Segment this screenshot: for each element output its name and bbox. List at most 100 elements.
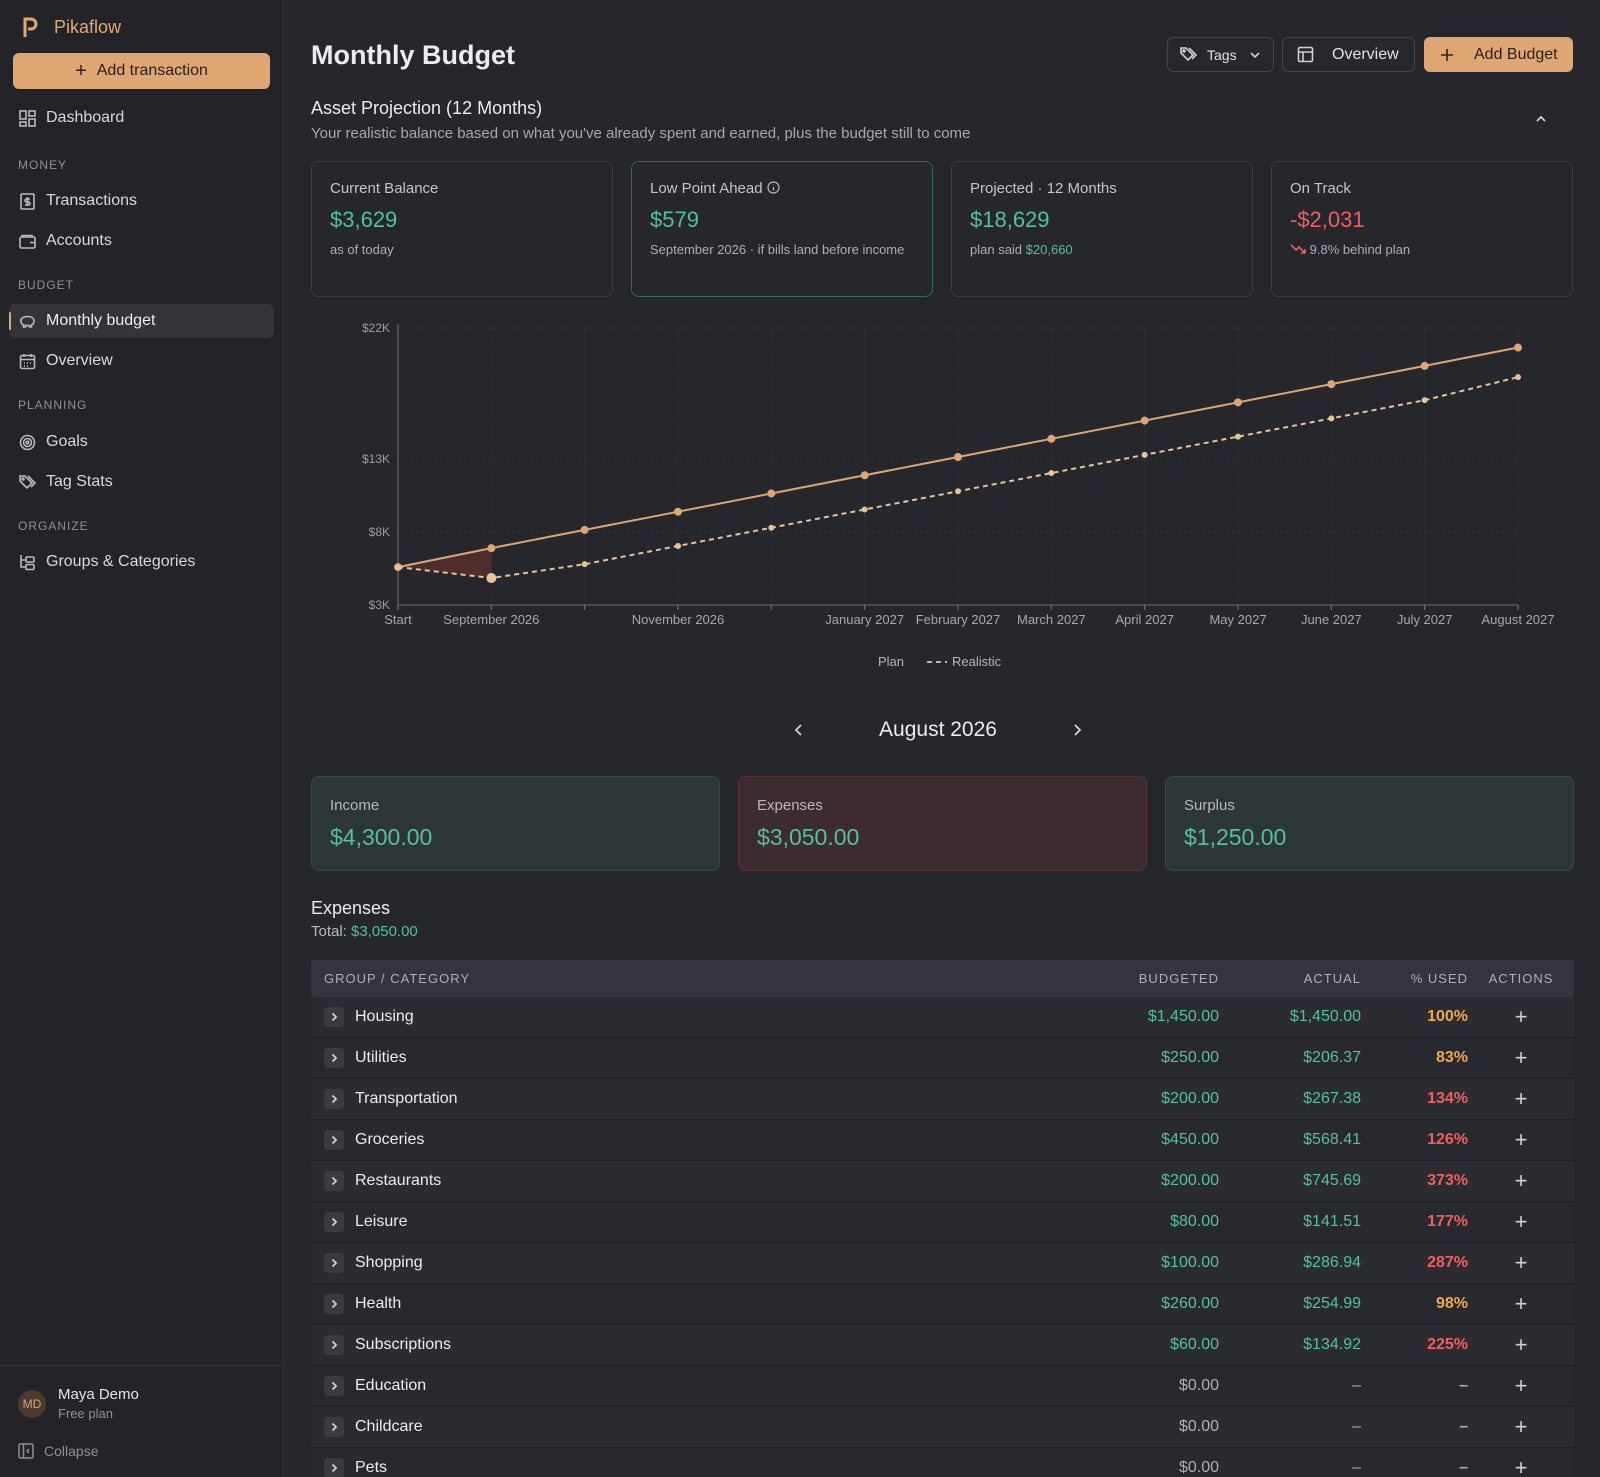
expand-button[interactable] (324, 1253, 344, 1273)
page-title: Monthly Budget (311, 40, 515, 70)
projected-card: Projected · 12 Months $18,629 plan said … (951, 161, 1253, 297)
table-row[interactable]: Health $260.00 $254.99 98% + (311, 1284, 1574, 1325)
sidebar-item-tag-stats[interactable]: Tag Stats (9, 465, 274, 499)
add-budget-item-button[interactable]: + (1514, 1085, 1528, 1111)
table-row[interactable]: Utilities $250.00 $206.37 83% + (311, 1038, 1574, 1079)
add-budget-item-button[interactable]: + (1514, 1454, 1528, 1477)
x-tick-label: March 2027 (1017, 612, 1086, 627)
card-sub: as of today (330, 242, 394, 257)
sidebar: Pikaflow + Add transaction Dashboard MON… (0, 0, 284, 1477)
expand-button[interactable] (324, 1171, 344, 1191)
tags-label: Tags (1207, 46, 1237, 63)
actual-cell: $1,450.00 (1289, 1008, 1361, 1025)
category-name: Transportation (355, 1090, 458, 1107)
add-budget-item-button[interactable]: + (1514, 1372, 1528, 1398)
info-icon[interactable] (767, 181, 780, 194)
expand-button[interactable] (324, 1294, 344, 1314)
x-tick-label: Start (384, 612, 412, 627)
sidebar-item-overview[interactable]: Overview (9, 344, 274, 378)
user-plan: Free plan (58, 1406, 113, 1421)
add-budget-item-button[interactable]: + (1514, 1249, 1528, 1275)
plan-said-value: $20,660 (1025, 242, 1073, 257)
category-cell: Pets (311, 1458, 1097, 1477)
budgeted-cell: $80.00 (1170, 1213, 1219, 1230)
add-budget-button[interactable]: Add Budget (1424, 37, 1573, 72)
add-budget-item-button[interactable]: + (1514, 1003, 1528, 1029)
data-point (1514, 343, 1522, 352)
data-point (395, 564, 401, 571)
table-row[interactable]: Groceries $450.00 $568.41 126% + (311, 1120, 1574, 1161)
add-budget-item-button[interactable]: + (1514, 1413, 1528, 1439)
table-row[interactable]: Education $0.00 – – + (311, 1366, 1574, 1407)
add-budget-item-button[interactable]: + (1514, 1331, 1528, 1357)
collapse-sidebar-button[interactable]: Collapse (18, 1443, 98, 1459)
budgeted-cell: $260.00 (1161, 1295, 1219, 1312)
chevron-up-icon[interactable] (1534, 112, 1548, 126)
data-point (486, 573, 497, 584)
user-profile[interactable]: MD Maya Demo Free plan (0, 1365, 284, 1421)
category-cell: Leisure (311, 1212, 1097, 1232)
tags-dropdown[interactable]: Tags (1167, 37, 1274, 72)
table-header: GROUP / CATEGORY BUDGETED ACTUAL % USED … (311, 960, 1574, 997)
sidebar-item-label: Monthly budget (46, 312, 156, 329)
chevron-right-icon[interactable] (1070, 723, 1084, 737)
column-header-budgeted: BUDGETED (1138, 971, 1219, 986)
table-row[interactable]: Childcare $0.00 – – + (311, 1407, 1574, 1448)
low-point-label: Low Point Ahead (650, 180, 763, 197)
expand-button[interactable] (324, 1212, 344, 1232)
actions-cell: + (1468, 1331, 1574, 1357)
category-name: Groceries (355, 1131, 425, 1148)
trending-down-icon (1290, 244, 1306, 254)
actions-cell: + (1468, 1249, 1574, 1275)
expand-button[interactable] (324, 1376, 344, 1396)
overview-button[interactable]: Overview (1282, 37, 1415, 72)
table-icon (1297, 46, 1314, 63)
expand-button[interactable] (324, 1130, 344, 1150)
add-budget-item-button[interactable]: + (1514, 1044, 1528, 1070)
add-budget-item-button[interactable]: + (1514, 1290, 1528, 1316)
brand[interactable]: Pikaflow (0, 0, 283, 54)
expenses-table: GROUP / CATEGORY BUDGETED ACTUAL % USED … (311, 960, 1574, 1477)
actions-cell: + (1468, 1413, 1574, 1439)
current-month: August 2026 (879, 718, 997, 741)
sidebar-item-monthly-budget[interactable]: Monthly budget (9, 304, 274, 338)
table-row[interactable]: Leisure $80.00 $141.51 177% + (311, 1202, 1574, 1243)
chevron-left-icon[interactable] (792, 723, 806, 737)
column-header-actual: ACTUAL (1303, 971, 1361, 986)
expand-button[interactable] (324, 1048, 344, 1068)
table-row[interactable]: Pets $0.00 – – + (311, 1448, 1574, 1477)
add-budget-item-button[interactable]: + (1514, 1126, 1528, 1152)
table-row[interactable]: Transportation $200.00 $267.38 134% + (311, 1079, 1574, 1120)
add-budget-item-button[interactable]: + (1514, 1208, 1528, 1234)
sidebar-item-dashboard[interactable]: Dashboard (9, 101, 274, 135)
actual-cell: $206.37 (1303, 1049, 1361, 1066)
pct-used-cell: 100% (1427, 1008, 1468, 1025)
pct-used-cell: 373% (1427, 1172, 1468, 1189)
expand-button[interactable] (324, 1458, 344, 1477)
expand-button[interactable] (324, 1335, 344, 1355)
data-point (1328, 415, 1335, 422)
chevron-right-icon (331, 1299, 338, 1309)
add-budget-label: Add Budget (1474, 45, 1558, 63)
table-row[interactable]: Restaurants $200.00 $745.69 373% + (311, 1161, 1574, 1202)
summary-value: $4,300.00 (330, 824, 433, 850)
sidebar-item-transactions[interactable]: Transactions (9, 184, 274, 218)
data-point (1141, 451, 1148, 458)
table-row[interactable]: Subscriptions $60.00 $134.92 225% + (311, 1325, 1574, 1366)
add-budget-item-button[interactable]: + (1514, 1167, 1528, 1193)
expand-button[interactable] (324, 1007, 344, 1027)
budgeted-cell: $250.00 (1161, 1049, 1219, 1066)
y-tick-label: $22K (362, 321, 390, 335)
expenses-total: Total: $3,050.00 (311, 923, 418, 940)
sidebar-item-goals[interactable]: Goals (9, 425, 274, 459)
expand-button[interactable] (324, 1089, 344, 1109)
add-transaction-button[interactable]: + Add transaction (13, 53, 270, 89)
table-row[interactable]: Housing $1,450.00 $1,450.00 100% + (311, 997, 1574, 1038)
sidebar-item-accounts[interactable]: Accounts (9, 224, 274, 258)
legend-item-plan: Plan (878, 654, 904, 669)
projection-subtitle: Your realistic balance based on what you… (311, 125, 971, 142)
expand-button[interactable] (324, 1417, 344, 1437)
sidebar-item-groups-categories[interactable]: Groups & Categories (9, 545, 274, 579)
table-row[interactable]: Shopping $100.00 $286.94 287% + (311, 1243, 1574, 1284)
actual-cell: $568.41 (1303, 1131, 1361, 1148)
